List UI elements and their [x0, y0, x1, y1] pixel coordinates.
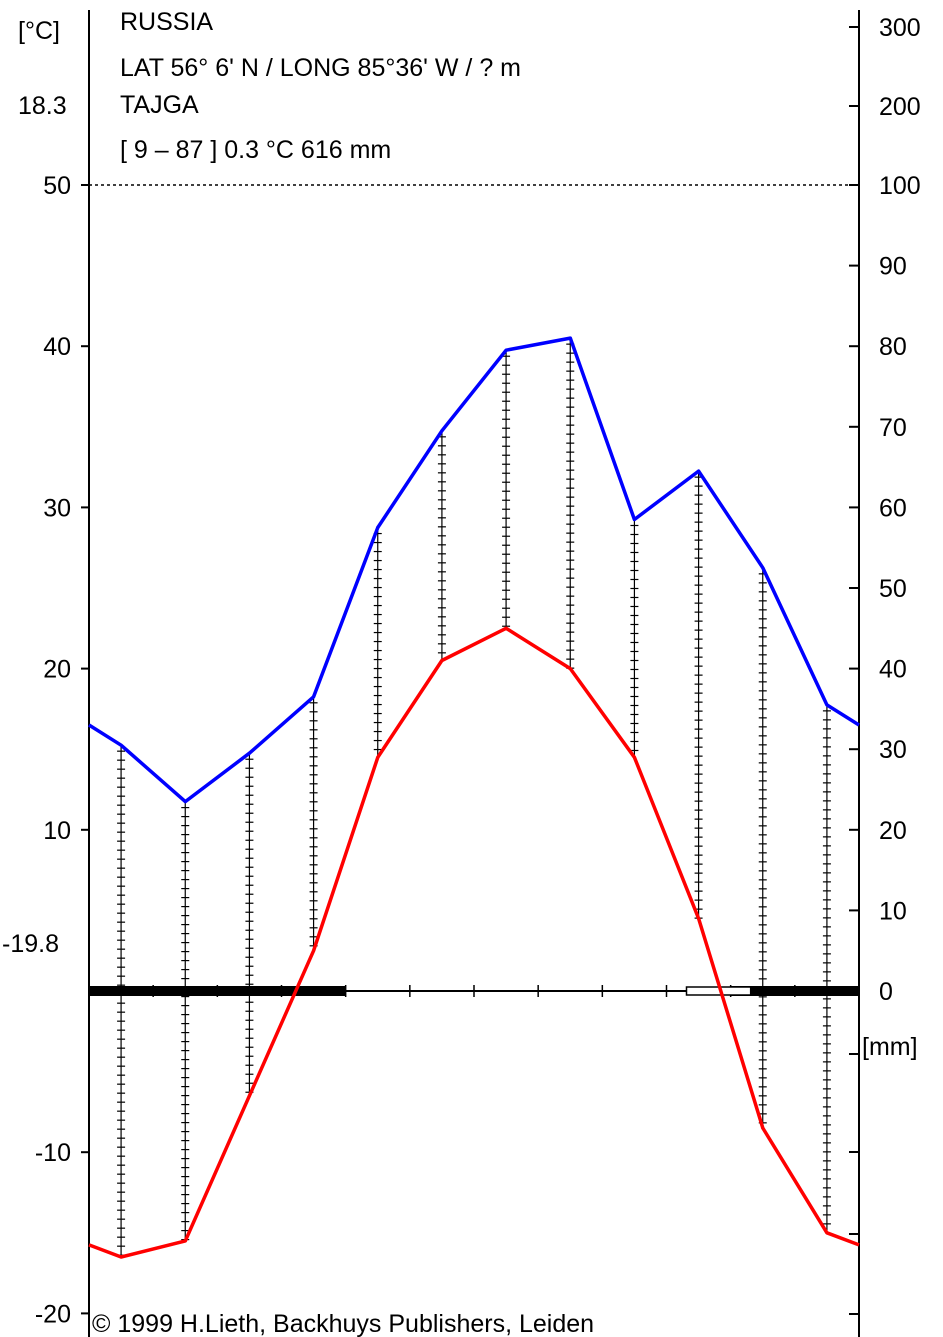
summary-line: [ 9 – 87 ] 0.3 °C 616 mm — [120, 136, 391, 164]
right-tick-label: 0 — [879, 978, 893, 1006]
frost-bar-certain — [730, 986, 859, 996]
precipitation-point — [761, 566, 765, 570]
right-tick-label: 90 — [879, 253, 907, 281]
right-tick-label: 50 — [879, 575, 907, 603]
left-tick-group: 50 40 30 20 10 -10 -20 — [35, 172, 89, 1328]
right-axis-unit: [mm] — [862, 1033, 918, 1061]
location-line: LAT 56° 6' N / LONG 85°36' W / ? m — [120, 54, 521, 82]
temperature-line — [88, 626, 860, 1259]
series-lines — [88, 336, 860, 1259]
left-tick-label: 10 — [43, 817, 71, 845]
precipitation-point — [697, 469, 701, 473]
right-tick-label: 100 — [879, 172, 921, 200]
precipitation-point — [440, 429, 444, 433]
right-tick-label: 300 — [879, 14, 921, 42]
right-tick-label: 80 — [879, 333, 907, 361]
temperature-point — [632, 755, 636, 759]
temperature-point — [825, 1231, 829, 1235]
temperature-point — [247, 1094, 251, 1098]
precipitation-point — [312, 695, 316, 699]
temperature-point — [312, 949, 316, 953]
left-tick-label: 50 — [43, 172, 71, 200]
min-temp-annotation: -19.8 — [2, 930, 59, 958]
temperature-point — [440, 659, 444, 663]
right-tick-label: 20 — [879, 817, 907, 845]
left-tick-label: -20 — [35, 1300, 71, 1328]
temperature-point — [376, 755, 380, 759]
copyright-text: © 1999 H.Lieth, Backhuys Publishers, Lei… — [92, 1310, 594, 1337]
humid-hatching — [117, 338, 831, 1257]
left-tick-label: -10 — [35, 1139, 71, 1167]
right-tick-label: 60 — [879, 494, 907, 522]
right-tick-label: 70 — [879, 414, 907, 442]
right-tick-label: 40 — [879, 656, 907, 684]
max-temp-annotation: 18.3 — [18, 92, 67, 120]
precipitation-point — [504, 348, 508, 352]
temperature-point — [504, 626, 508, 630]
precipitation-point — [825, 703, 829, 707]
left-axis-unit: [°C] — [18, 17, 60, 45]
right-tick-label: 30 — [879, 736, 907, 764]
precipitation-point — [376, 526, 380, 530]
precipitation-point — [247, 751, 251, 755]
right-tick-label: 10 — [879, 897, 907, 925]
temperature-point — [697, 916, 701, 920]
left-tick-label: 20 — [43, 656, 71, 684]
right-tick-label: 200 — [879, 93, 921, 121]
temperature-point — [183, 1239, 187, 1243]
precipitation-point — [119, 743, 123, 747]
station-name: RUSSIA — [120, 8, 213, 36]
precipitation-line — [88, 336, 860, 804]
temperature-point — [761, 1126, 765, 1130]
frost-bar-certain — [89, 986, 346, 996]
precipitation-point — [632, 517, 636, 521]
temperature-point — [119, 1255, 123, 1259]
left-tick-label: 30 — [43, 494, 71, 522]
precipitation-point — [183, 800, 187, 804]
biome-label: TAJGA — [120, 91, 199, 119]
left-tick-label: 40 — [43, 333, 71, 361]
temperature-point — [568, 667, 572, 671]
precipitation-point — [568, 336, 572, 340]
